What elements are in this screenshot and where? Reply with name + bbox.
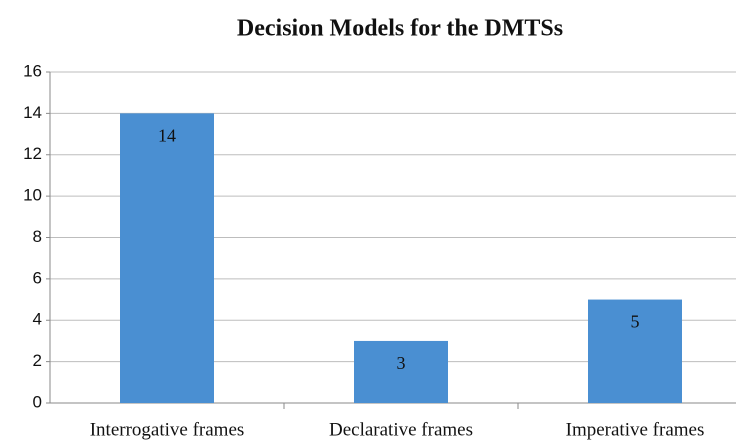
y-tick-label: 4 [33, 310, 42, 329]
data-label: 3 [397, 353, 406, 373]
y-tick-label: 10 [23, 186, 42, 205]
x-tick-label: Declarative frames [329, 419, 473, 440]
data-label: 5 [631, 312, 640, 332]
y-tick-label: 14 [23, 103, 42, 122]
bar [354, 340, 448, 403]
y-tick-label: 0 [33, 392, 42, 411]
bar [588, 299, 682, 403]
x-tick-label: Interrogative frames [90, 419, 245, 440]
data-label: 14 [158, 126, 176, 146]
bar [120, 113, 214, 403]
y-tick-label: 6 [33, 268, 42, 287]
y-tick-label: 12 [23, 144, 42, 163]
x-tick-label: Imperative frames [566, 419, 705, 440]
y-tick-label: 16 [23, 61, 42, 80]
y-tick-label: 2 [33, 351, 42, 370]
chart-title: Decision Models for the DMTSs [237, 16, 563, 42]
y-tick-label: 8 [33, 227, 42, 246]
